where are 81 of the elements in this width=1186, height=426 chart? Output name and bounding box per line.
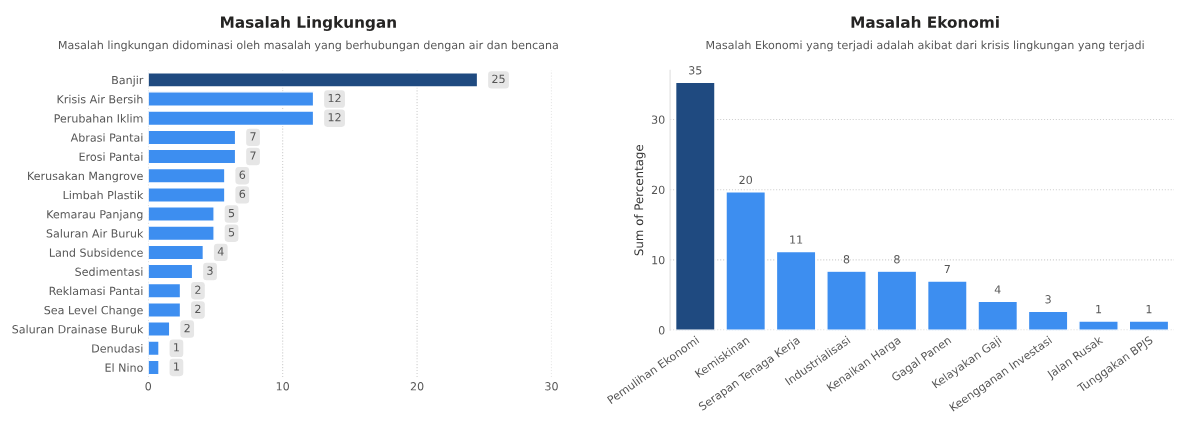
data-label: 20 [739,175,753,185]
bar [148,71,479,88]
bar [148,167,226,184]
x-tick-label: 20 [410,382,424,391]
data-label: 12 [328,113,341,122]
bar [148,302,182,318]
y-tick-label: 20 [651,185,665,195]
y-tick-label: Perubahan Iklim [54,113,143,123]
data-label: 25 [492,74,505,84]
data-label: 11 [790,235,803,244]
x-tick-label: 30 [545,382,558,391]
bar [148,244,205,261]
data-label: 8 [843,255,850,264]
y-tick-label: 30 [651,115,665,124]
bar [1078,320,1119,331]
data-label: 2 [184,323,190,333]
data-label: 2 [195,304,201,313]
y-tick-label: Erosi Pantai [79,152,143,161]
bar [1128,320,1170,331]
chart-title: Masalah Ekonomi [851,16,999,28]
y-axis-title: Sum of Percentage [634,144,646,256]
bar [775,250,817,331]
y-tick-label: Saluran Air Buruk [46,229,144,238]
data-label: 6 [239,170,246,179]
y-tick-label: 0 [658,326,665,335]
bar [926,280,968,331]
data-label: 4 [994,285,1001,294]
data-label: 2 [195,285,201,294]
data-label: 8 [894,255,900,264]
chart-subtitle: Masalah lingkungan didominasi oleh masalah yang berhubungan dengan air dan bencana [58,40,558,52]
data-label: 3 [1045,295,1051,304]
y-tick-label: Denudasi [92,344,143,353]
bar [148,91,315,107]
data-label: 1 [1146,305,1152,314]
bar [725,191,767,331]
bar [977,300,1019,331]
y-tick-label: 10 [652,255,665,265]
y-tick-label: Kemarau Panjang [47,209,143,221]
y-tick-label: Kerusakan Mangrove [28,171,143,183]
y-tick-label: Abrasi Pantai [70,133,143,142]
bar [148,359,160,376]
data-label: 7 [944,265,950,274]
data-label: 1 [174,343,179,352]
bar [674,81,716,331]
y-tick-label: Reklamasi Pantai [49,286,143,296]
y-tick-label: Saluran Drainase Buruk [12,324,144,334]
bar [148,225,215,242]
data-label: 5 [228,209,235,218]
data-label: 6 [239,189,246,199]
y-tick-label: Sedimentasi [75,267,143,276]
bar [148,206,215,222]
data-label: 5 [228,228,235,237]
y-tick-label: El Nino [105,363,143,372]
data-label: 4 [217,247,224,256]
chart-subtitle: Masalah Ekonomi yang terjadi adalah akibat dari krisis lingkungan yang terjadi [706,40,1144,52]
data-label: 7 [250,151,256,160]
bar [148,340,160,357]
bar [148,187,226,203]
data-label: 3 [207,266,213,275]
data-label: 1 [1096,305,1102,314]
x-tick-label: 10 [276,382,289,391]
bar [148,263,194,280]
bar [826,270,867,331]
bar [876,270,918,331]
chart-title: Masalah Lingkungan [221,16,396,31]
data-label: 1 [174,362,179,371]
y-tick-label: Sea Level Change [44,305,143,317]
y-tick-label: Limbah Plastik [63,190,144,200]
bar [148,321,171,337]
bar [148,110,315,127]
data-label: 12 [328,93,341,103]
bar [148,282,182,299]
data-label: 35 [689,66,702,75]
y-tick-label: Banjir [112,75,144,87]
bar [148,129,237,146]
y-tick-label: Land Subsidence [49,248,143,257]
x-tick-label: 0 [145,382,152,391]
y-tick-label: Krisis Air Bersih [57,94,143,104]
bar [1027,310,1069,331]
bar [148,148,237,165]
data-label: 7 [250,132,256,141]
